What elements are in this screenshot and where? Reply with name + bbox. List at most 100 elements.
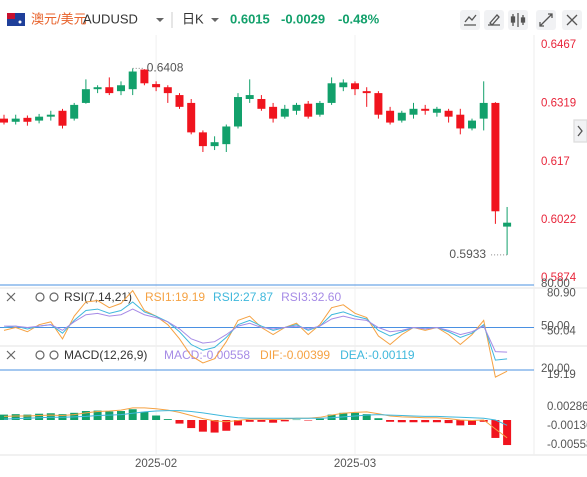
candle-body	[58, 110, 67, 126]
macd-bar	[198, 420, 207, 432]
macd-bar	[128, 409, 137, 420]
fullscreen-button[interactable]	[536, 10, 556, 30]
candle-body	[479, 102, 488, 119]
macd-bar	[374, 418, 383, 420]
macd-bar	[397, 420, 406, 423]
rsi-line	[4, 308, 508, 353]
macd-bar	[210, 420, 219, 433]
candle-body	[397, 112, 406, 121]
legend-entry: RSI2:27.87	[213, 290, 273, 304]
collapse-button[interactable]	[573, 119, 587, 143]
change: -0.0029	[281, 11, 325, 26]
pair-name[interactable]: 澳元/美元	[31, 11, 87, 26]
macd-bar	[152, 415, 161, 420]
candle-body	[327, 83, 336, 103]
candle-body	[163, 87, 172, 94]
y-tick-label: -0.00136	[547, 420, 587, 432]
rsi-title: RSI(7,14,21)	[64, 290, 132, 304]
candle-body	[339, 82, 348, 88]
rsi-visibility[interactable]	[49, 292, 59, 302]
y-tick-label: -0.00558	[547, 439, 587, 451]
macd-bar	[11, 414, 20, 420]
macd-settings[interactable]	[35, 350, 45, 360]
candle-body	[198, 132, 207, 147]
change-pct: -0.48%	[338, 11, 380, 26]
close-button[interactable]	[562, 10, 582, 30]
axis-tag: 50.04	[547, 325, 576, 337]
macd-close[interactable]	[6, 350, 16, 360]
axis-tag: 19.19	[547, 369, 576, 381]
symbol[interactable]: AUDUSD	[83, 11, 138, 26]
candle-body	[117, 85, 125, 92]
annotation: 0.6408	[147, 61, 184, 75]
y-tick-label: 0.6467	[541, 39, 576, 51]
candle-body	[11, 118, 20, 122]
macd-bar	[386, 420, 395, 422]
macd-bar	[175, 420, 184, 424]
candle-body	[81, 89, 90, 103]
y-tick-label: 0.6022	[541, 214, 576, 226]
y-tick-label: 0.5874	[541, 272, 577, 284]
macd-bar	[315, 418, 324, 420]
draw-button[interactable]	[484, 10, 504, 30]
y-tick-label: 80.00	[541, 278, 570, 290]
candle-body	[245, 95, 254, 99]
macd-visibility[interactable]	[49, 350, 59, 360]
macd-bar	[163, 419, 172, 420]
period[interactable]: 日K	[182, 11, 204, 26]
rsi-close[interactable]	[6, 292, 16, 302]
y-tick-label: 0.6319	[541, 97, 576, 109]
macd-bar	[23, 414, 32, 420]
candle-body	[23, 117, 32, 122]
macd-bar	[105, 411, 114, 420]
candle-body	[386, 110, 395, 123]
macd-bar	[362, 414, 371, 420]
candle-body	[444, 110, 453, 117]
candle-body	[93, 87, 102, 90]
candle-body	[432, 108, 441, 113]
candle-body	[421, 108, 430, 111]
macd-bar	[409, 420, 418, 423]
period-dropdown[interactable]	[211, 18, 219, 22]
macd-bar	[0, 414, 8, 420]
macd-bar	[187, 420, 196, 429]
candle-body	[304, 103, 313, 117]
candle-body	[315, 102, 324, 115]
candle-body	[152, 84, 161, 88]
candle-body	[280, 108, 289, 117]
macd-legend: MACD:-0.00558	[164, 348, 250, 362]
macd-bar	[456, 420, 465, 426]
candle-body	[35, 116, 44, 121]
macd-bar	[257, 420, 266, 422]
candle-body	[351, 83, 359, 90]
candle-type-button[interactable]	[508, 10, 528, 30]
macd-bar	[117, 411, 125, 420]
candle-body	[105, 87, 114, 94]
legend-entry: RSI3:32.60	[281, 290, 341, 304]
candle-body	[140, 69, 149, 84]
macd-bar	[292, 419, 301, 421]
macd-bar	[503, 420, 512, 446]
candle-body	[234, 97, 242, 127]
rsi-settings[interactable]	[35, 292, 45, 302]
macd-bar	[46, 413, 55, 420]
legend-entry: RSI1:19.19	[145, 290, 205, 304]
candle-body	[222, 126, 231, 145]
y-tick-label: 0.00286	[547, 401, 587, 413]
macd-bar	[421, 420, 430, 423]
candle-body	[409, 108, 418, 115]
indicator-button[interactable]	[460, 10, 480, 30]
candle-body	[374, 93, 383, 115]
legend-entry: DEA:-0.00119	[340, 348, 415, 362]
candle-body	[70, 104, 79, 119]
macd-bar	[140, 411, 149, 420]
symbol-dropdown[interactable]	[156, 18, 164, 22]
candle-body	[128, 71, 137, 90]
macd-bar	[245, 420, 254, 422]
candle-body	[503, 222, 512, 227]
x-tick-label: 2025-03	[334, 458, 376, 470]
macd-title: MACD(12,26,9)	[64, 348, 147, 362]
macd-line	[3, 410, 508, 426]
